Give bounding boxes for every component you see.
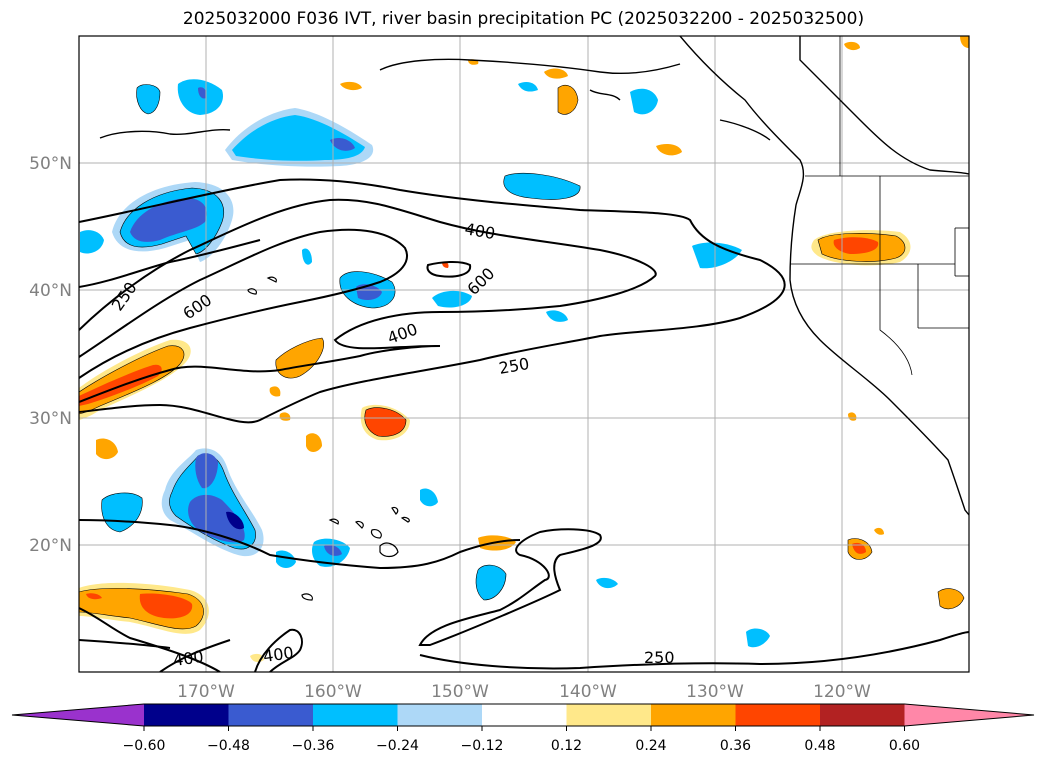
colorbar-tick-pos-0-24: 0.24 (635, 738, 666, 754)
lon-label-120w: 120°W (813, 682, 871, 702)
hawaiian-islands (247, 276, 410, 601)
longitude-labels: 170°W 160°W 150°W 140°W 130°W 120°W (177, 682, 871, 702)
colorbar-over-extension (904, 704, 1034, 726)
colorbar-swatch-pos-0-48 (820, 704, 905, 726)
lat-label-30: 30°N (29, 409, 72, 429)
colorbar-swatch-pos-0-12 (566, 704, 651, 726)
lon-label-170w: 170°W (177, 682, 235, 702)
colorbar-swatch-pos-0-24 (651, 704, 736, 726)
lon-label-150w: 150°W (431, 682, 489, 702)
latitude-labels: 50°N 40°N 30°N 20°N (29, 154, 72, 556)
lon-label-140w: 140°W (559, 682, 617, 702)
map-title: 2025032000 F036 IVT, river basin precipi… (182, 9, 865, 29)
colorbar-tick-pos-0-12: 0.12 (551, 738, 582, 754)
colorbar-swatch-neutral (482, 704, 567, 726)
lat-label-50: 50°N (29, 154, 72, 174)
colorbar-tick-pos-0-60: 0.60 (889, 738, 920, 754)
contour-label-400-sw: 400 (172, 647, 205, 670)
contour-label-400-s: 400 (262, 643, 295, 666)
map-area: 250 600 400 600 400 250 400 400 250 (79, 36, 969, 672)
graticule (79, 36, 969, 672)
colorbar: −0.60 −0.48 −0.36 −0.24 −0.12 0.12 0.24 … (11, 703, 1035, 754)
state-borders (790, 36, 969, 376)
colorbar-tick-neg-0-12: −0.12 (461, 738, 504, 754)
colorbar-swatch-neg-0-48 (228, 704, 313, 726)
colorbar-tick-neg-0-36: −0.36 (292, 738, 335, 754)
lat-label-40: 40°N (29, 281, 72, 301)
colorbar-swatch-neg-0-36 (313, 704, 398, 726)
contour-label-250-s: 250 (644, 648, 675, 667)
colorbar-tick-neg-0-48: −0.48 (207, 738, 250, 754)
coastlines (99, 36, 969, 516)
colorbar-swatch-neg-0-24 (397, 704, 482, 726)
colorbar-tick-neg-0-60: −0.60 (123, 738, 166, 754)
colorbar-tick-neg-0-24: −0.24 (376, 738, 419, 754)
lon-label-130w: 130°W (686, 682, 744, 702)
lon-label-160w: 160°W (304, 682, 362, 702)
colorbar-swatch-neg-0-60 (144, 704, 229, 726)
colorbar-under-extension (12, 704, 144, 726)
colorbar-swatch-pos-0-36 (735, 704, 820, 726)
map-frame (78, 35, 970, 673)
colorbar-tick-pos-0-48: 0.48 (804, 738, 835, 754)
ivt-contours (79, 178, 969, 672)
lat-label-20: 20°N (29, 536, 72, 556)
colorbar-tick-pos-0-36: 0.36 (720, 738, 751, 754)
